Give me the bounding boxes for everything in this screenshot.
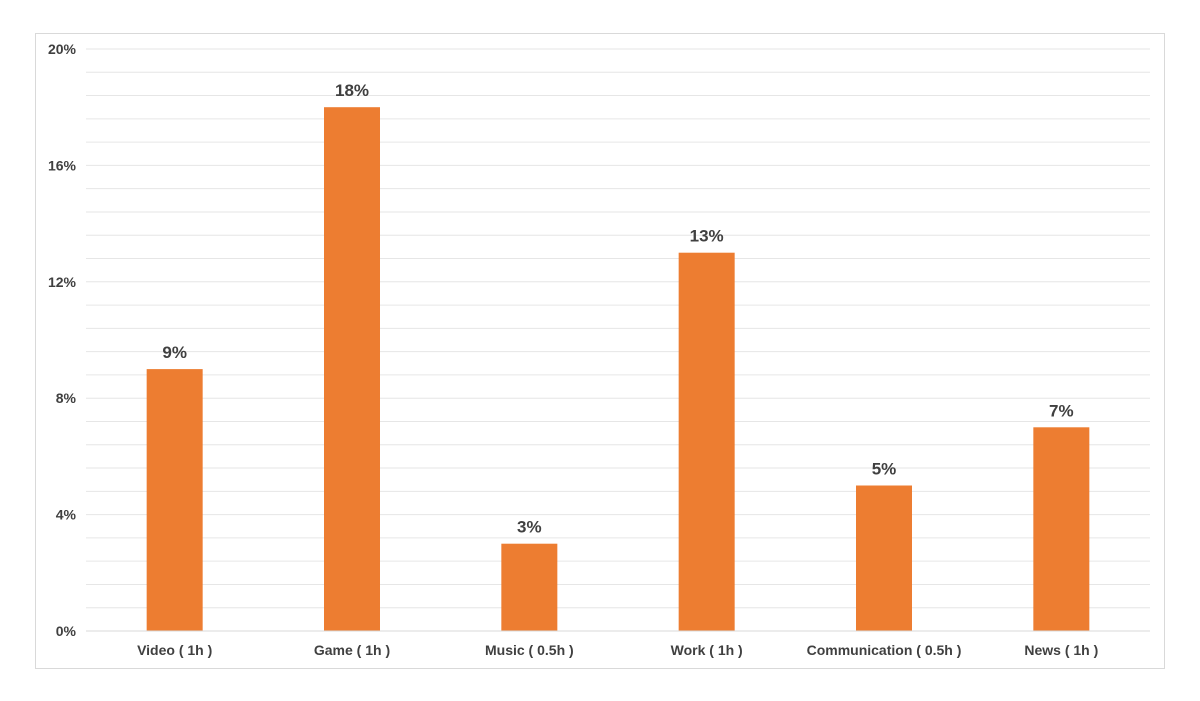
x-category-label: Video ( 1h ) [137,642,212,658]
data-label: 13% [690,227,724,246]
data-label: 7% [1049,401,1074,420]
x-axis-categories: Video ( 1h ) Game ( 1h ) Music ( 0.5h ) Wor… [137,642,1098,658]
y-tick-label: 16% [48,157,77,173]
x-category-label: Communication ( 0.5h ) [807,642,962,658]
bar [856,485,912,631]
data-labels: 9% 18% 3% 13% 5% 7% [162,81,1073,537]
x-category-label: Work ( 1h ) [671,642,743,658]
data-label: 18% [335,81,369,100]
y-tick-label: 20% [48,41,77,57]
gridlines [86,48,1150,609]
y-tick-label: 4% [56,507,77,523]
data-label: 9% [162,343,187,362]
bar [146,369,203,631]
x-category-label: News ( 1h ) [1024,642,1098,658]
bar [1033,427,1090,631]
x-category-label: Game ( 1h ) [314,642,390,658]
bar [678,252,735,631]
data-label: 5% [872,460,897,479]
data-label: 3% [517,518,542,537]
chart-frame [35,33,1165,669]
bars [146,107,1090,631]
y-tick-label: 8% [56,390,77,406]
x-category-label: Music ( 0.5h ) [485,642,574,658]
y-axis-ticks: 0% 4% 8% 12% 16% 20% [48,41,77,639]
y-tick-label: 12% [48,274,77,290]
bar [501,543,558,631]
y-tick-label: 0% [56,623,77,639]
bar [324,107,380,631]
